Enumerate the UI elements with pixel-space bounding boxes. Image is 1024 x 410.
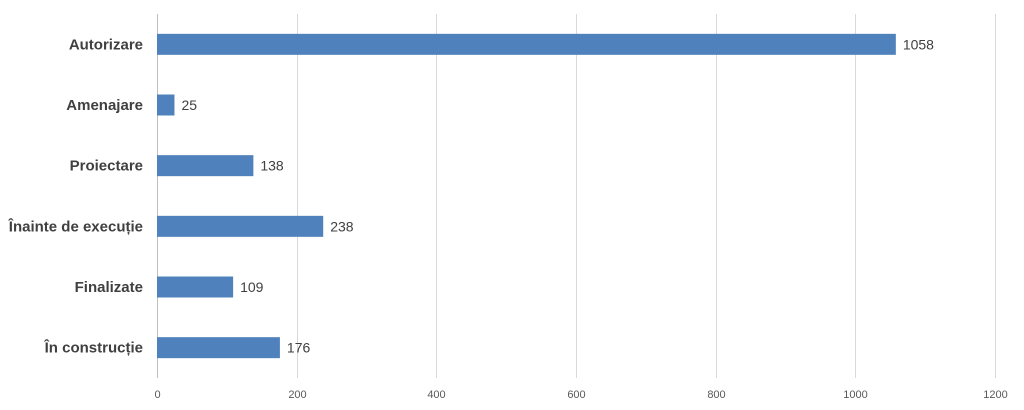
bars-group — [157, 33, 896, 359]
category-label: Autorizare — [69, 36, 143, 53]
category-label: Înainte de execuție — [8, 217, 143, 235]
data-label: 138 — [260, 158, 284, 174]
bar — [157, 94, 175, 116]
data-label: 176 — [287, 340, 311, 356]
category-label: Proiectare — [70, 158, 143, 175]
category-label: Finalizate — [75, 279, 143, 296]
bar — [157, 276, 234, 298]
value-labels: 1058 25 138 238 109 176 — [181, 36, 934, 355]
category-label: Amenajare — [66, 97, 143, 114]
category-label: În construcție — [44, 339, 143, 357]
x-axis-ticks: 0 200 400 600 800 1000 1200 — [154, 389, 1007, 401]
bar — [157, 215, 324, 237]
category-labels: Autorizare Amenajare Proiectare Înainte de … — [8, 36, 143, 356]
data-label: 1058 — [903, 36, 934, 52]
bar — [157, 155, 254, 177]
data-label: 25 — [181, 97, 197, 113]
data-label: 109 — [240, 279, 264, 295]
data-label: 238 — [330, 218, 354, 234]
x-tick-label: 600 — [567, 389, 585, 401]
gridlines — [157, 14, 996, 378]
x-tick-label: 800 — [707, 389, 725, 401]
x-tick-label: 1000 — [843, 389, 867, 401]
x-tick-label: 0 — [154, 389, 160, 401]
bar — [157, 337, 280, 359]
x-tick-label: 1200 — [983, 389, 1007, 401]
x-tick-label: 400 — [427, 389, 445, 401]
bar — [157, 33, 896, 55]
x-tick-label: 200 — [288, 389, 306, 401]
